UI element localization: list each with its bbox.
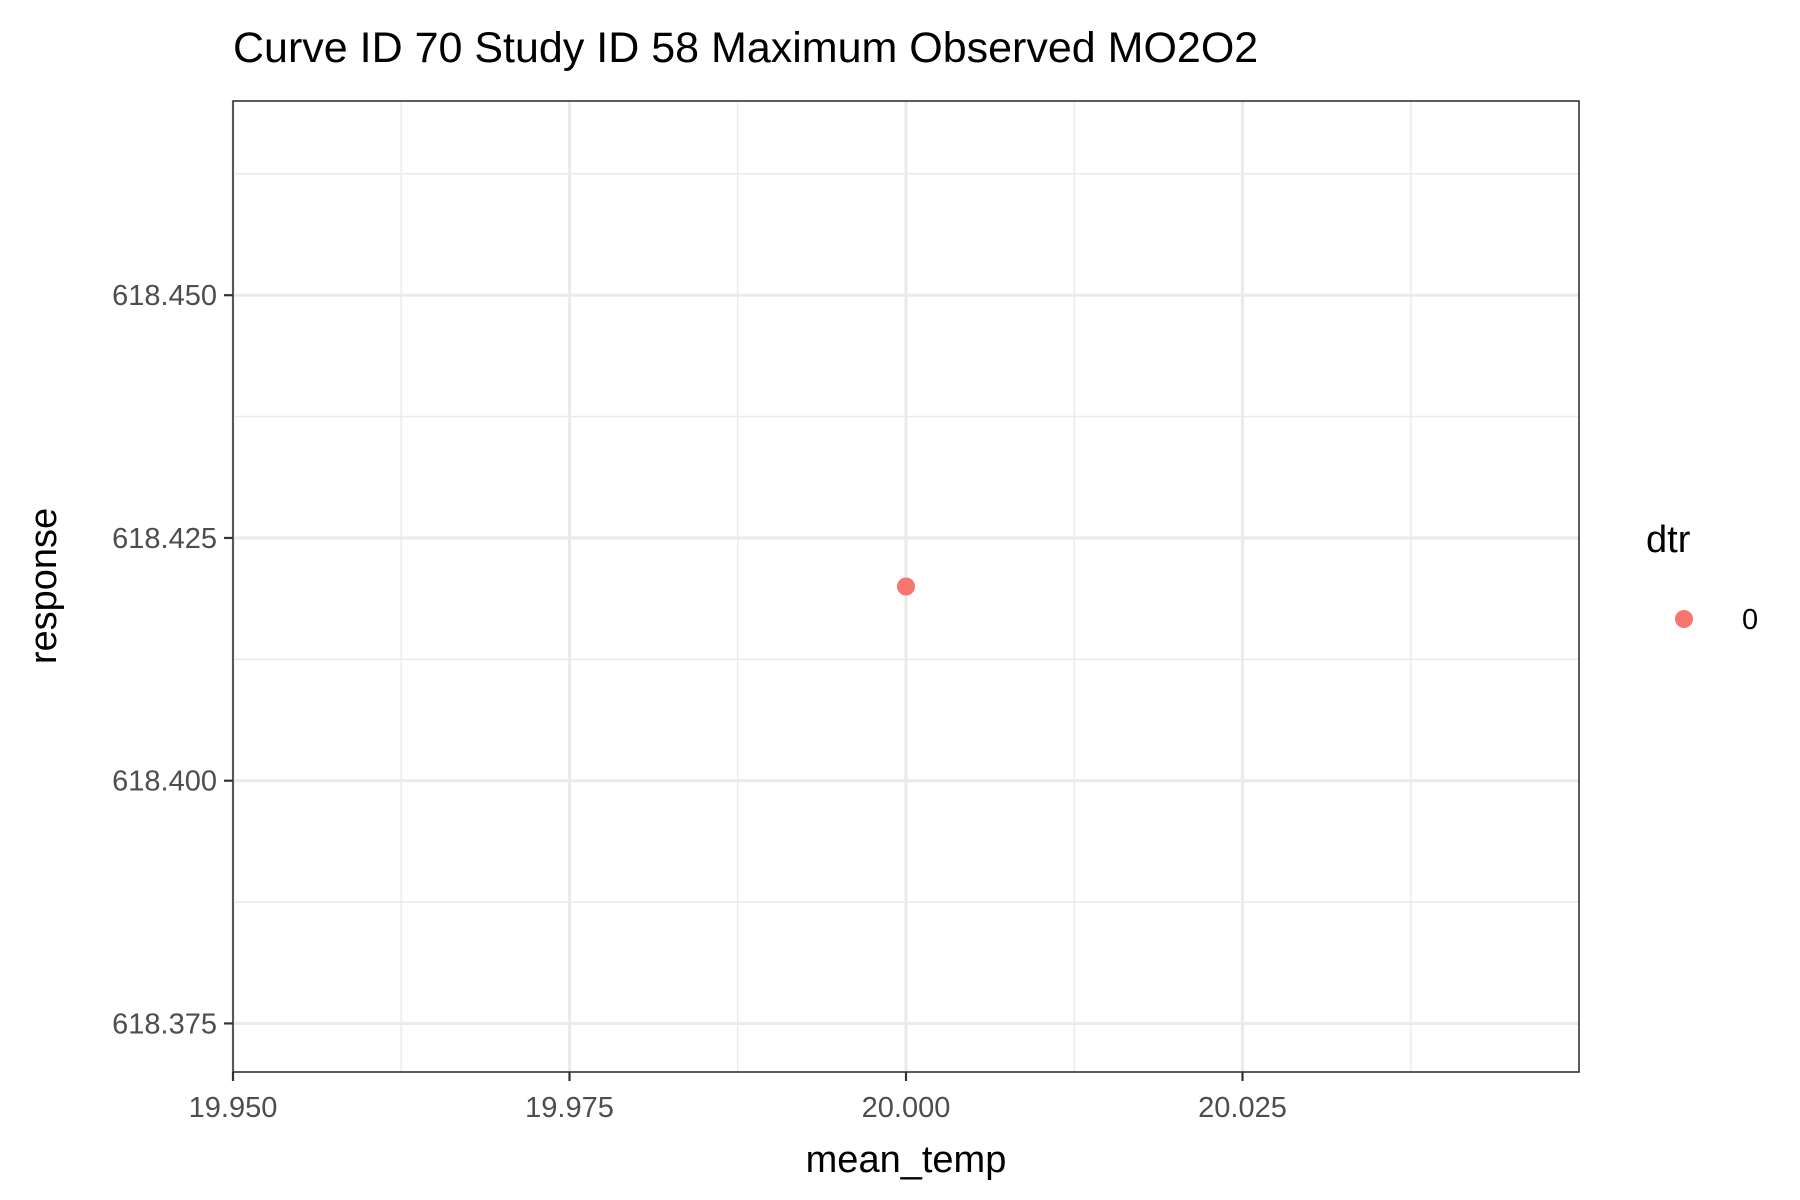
x-tick-label: 19.950: [189, 1092, 278, 1124]
x-tick-label: 20.025: [1198, 1092, 1287, 1124]
legend-title: dtr: [1646, 519, 1691, 561]
y-tick-label: 618.375: [112, 1008, 217, 1040]
y-axis: 618.375 618.400 618.425 618.450: [112, 280, 233, 1040]
data-point: [897, 577, 915, 596]
x-axis-title: mean_temp: [806, 1139, 1007, 1181]
legend-key: [1675, 610, 1693, 628]
y-tick-label: 618.400: [112, 766, 217, 798]
legend-label: 0: [1742, 604, 1758, 636]
x-axis: 19.950 19.975 20.000 20.025: [189, 1072, 1287, 1124]
y-tick-label: 618.450: [112, 280, 217, 312]
legend: dtr 0: [1646, 519, 1758, 636]
legend-entries: 0: [1675, 604, 1758, 636]
chart-title: Curve ID 70 Study ID 58 Maximum Observed…: [233, 24, 1258, 72]
y-tick-label: 618.425: [112, 523, 217, 555]
y-axis-title: response: [23, 508, 65, 664]
x-tick-label: 19.975: [525, 1092, 614, 1124]
x-tick-label: 20.000: [862, 1092, 951, 1124]
data-points: [897, 577, 915, 596]
